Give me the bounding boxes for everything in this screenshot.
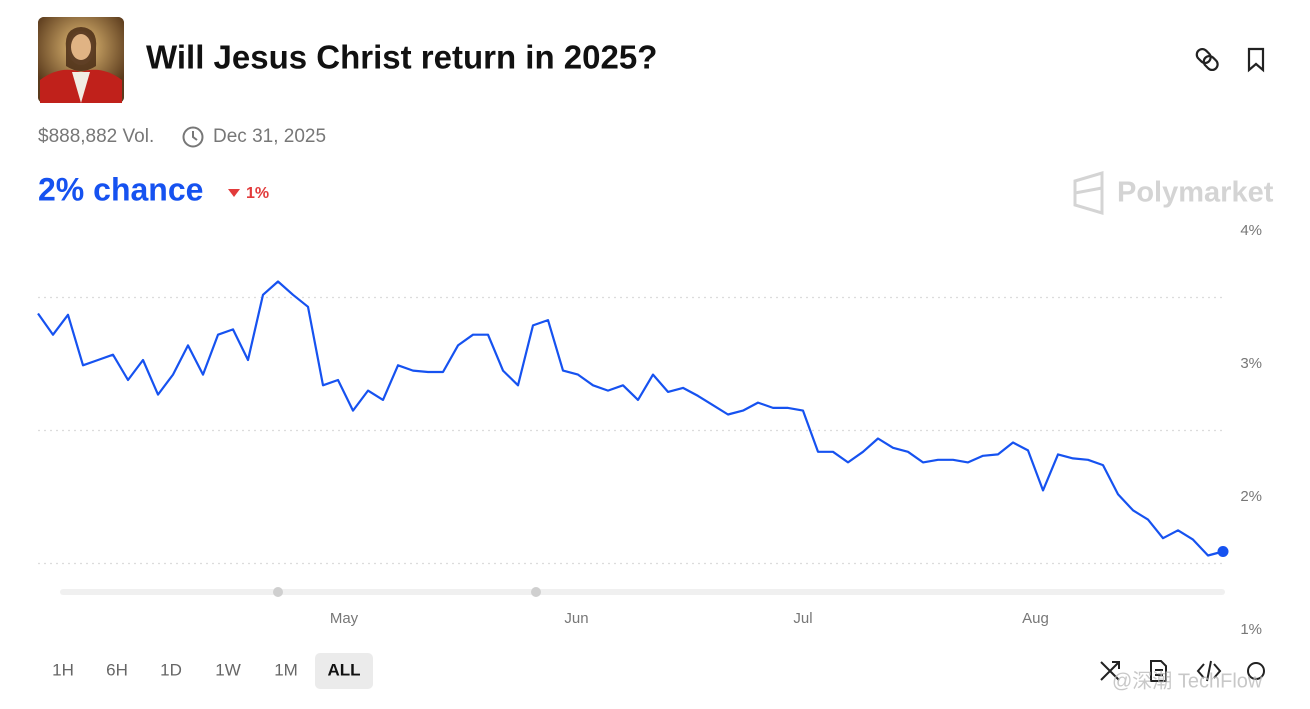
embed-icon[interactable]	[1196, 660, 1222, 682]
settings-icon[interactable]	[1247, 662, 1265, 680]
x-tick-label: Jul	[793, 610, 812, 627]
brand: Polymarket	[1117, 177, 1274, 209]
chance: 2% chance	[38, 171, 203, 207]
price-line	[37, 280, 1224, 557]
end-date: Dec 31, 2025	[213, 126, 326, 147]
range-button[interactable]: 1H	[52, 660, 74, 679]
active-range-bg	[315, 653, 373, 689]
last-point	[1217, 546, 1229, 558]
plot: 4% 3% 2% 1% May Jun Jul Aug	[37, 222, 1262, 638]
volume: $888,882 Vol.	[38, 126, 154, 147]
range-button[interactable]: 1W	[215, 660, 241, 679]
range-button[interactable]: ALL	[327, 660, 360, 679]
y-tick-label: 1%	[1240, 621, 1262, 638]
range-button[interactable]: 1D	[160, 660, 182, 679]
down-arrow	[228, 189, 240, 197]
x-tick-label: May	[330, 610, 359, 627]
y-tick-label: 4%	[1240, 222, 1262, 239]
link-icon[interactable]	[1195, 47, 1220, 72]
change: 1%	[246, 185, 269, 202]
slider[interactable]	[60, 587, 1225, 597]
y-tick-label: 2%	[1240, 488, 1262, 505]
range-buttons: 1H 6H 1D 1W 1M ALL	[52, 653, 373, 689]
watermark: @深潮 TechFlow	[1112, 669, 1263, 692]
title: Will Jesus Christ return in 2025?	[146, 39, 657, 76]
bookmark-icon[interactable]	[1247, 47, 1265, 73]
market-image	[38, 17, 124, 103]
range-button[interactable]: 6H	[106, 660, 128, 679]
compare-icon[interactable]	[1100, 661, 1120, 681]
x-tick-label: Aug	[1022, 610, 1049, 627]
clock-icon	[182, 126, 204, 148]
y-tick-label: 3%	[1240, 355, 1262, 372]
doc-icon[interactable]	[1150, 660, 1167, 682]
x-tick-label: Jun	[564, 610, 588, 627]
brand-logo	[1073, 170, 1104, 216]
tool-icons	[1100, 660, 1265, 682]
range-button[interactable]: 1M	[274, 660, 298, 679]
